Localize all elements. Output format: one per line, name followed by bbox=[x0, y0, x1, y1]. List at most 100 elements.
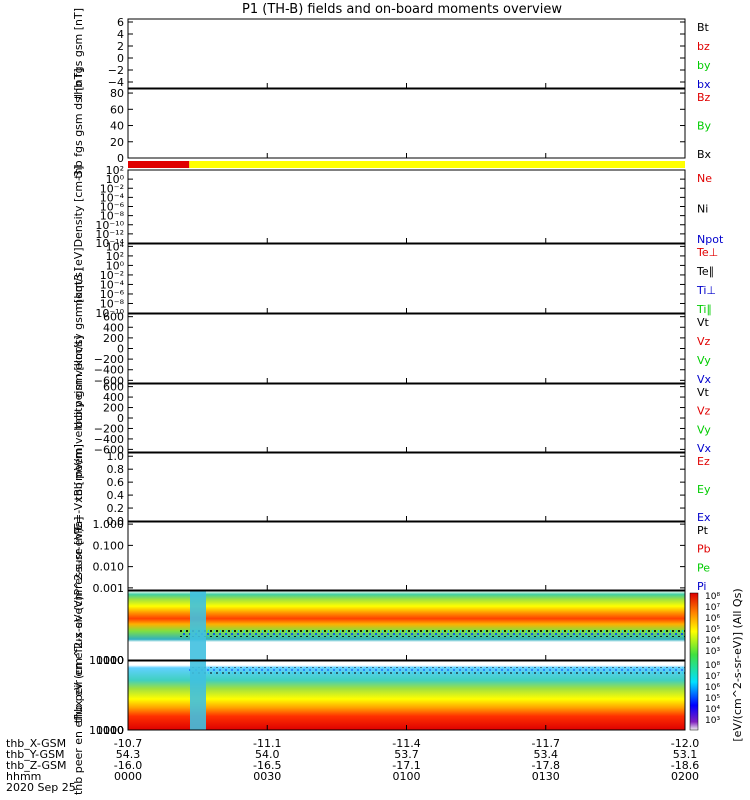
y-tick-label: 0.100 bbox=[93, 539, 125, 552]
y-tick-label: −200 bbox=[94, 422, 124, 435]
time-axis-value: 53.1 bbox=[673, 748, 698, 761]
legend-label: Npot bbox=[697, 233, 724, 246]
legend-label: Ex bbox=[697, 511, 711, 524]
y-tick-label: 10000 bbox=[89, 654, 124, 667]
time-axis-value: 54.3 bbox=[116, 748, 141, 761]
colorbar-gradient bbox=[689, 592, 699, 731]
y-tick-label: 60 bbox=[110, 103, 124, 116]
y-axis-label: E=-VxB [mV/m] bbox=[72, 444, 85, 530]
colorbar-tick: 10⁷ bbox=[705, 603, 720, 613]
y-tick-label: 10² bbox=[106, 250, 124, 263]
time-axis-value: 54.0 bbox=[255, 748, 280, 761]
y-tick-label: −600 bbox=[94, 374, 124, 387]
y-tick-label: 1.000 bbox=[93, 518, 125, 531]
legend-label: Vx bbox=[697, 442, 712, 455]
y-tick-label: 2 bbox=[117, 40, 124, 53]
y-tick-label: −400 bbox=[94, 433, 124, 446]
legend-label: Bx bbox=[697, 148, 712, 161]
legend-label: By bbox=[697, 120, 712, 133]
time-axis-value: 53.7 bbox=[394, 748, 419, 761]
legend-label: Bt bbox=[697, 21, 710, 34]
time-axis-value: -18.6 bbox=[671, 759, 699, 772]
legend-label: Pb bbox=[697, 543, 711, 556]
colorbar-title: [eV/(cm^2-s-sr-eV)] (All Qs) bbox=[731, 588, 744, 741]
colorbar-tick: 10⁵ bbox=[705, 694, 720, 704]
time-axis-row-label: thb_Z-GSM bbox=[6, 759, 66, 772]
y-tick-label: 100 bbox=[103, 654, 124, 667]
y-tick-label: 0 bbox=[117, 52, 124, 65]
legend-label: Ti⊥ bbox=[696, 284, 716, 297]
legend-label: Vt bbox=[697, 316, 710, 329]
y-tick-label: 6 bbox=[117, 16, 124, 29]
panel-frame bbox=[127, 521, 686, 591]
panel-frame bbox=[127, 383, 686, 453]
y-tick-label: 10⁻⁸ bbox=[100, 210, 125, 223]
legend-label: Bz bbox=[697, 91, 711, 104]
panel-8: 1.00.80.60.40.20.0 E=-VxB [mV/m] Ez Ey Ex bbox=[72, 444, 711, 530]
y-tick-label: 40 bbox=[110, 120, 124, 133]
legend-label: bz bbox=[697, 40, 710, 53]
legend-label: Ti∥ bbox=[696, 303, 712, 316]
y-tick-label: 10⁴ bbox=[106, 240, 125, 253]
legend-label: Ey bbox=[697, 483, 711, 496]
y-tick-label: 0.0 bbox=[107, 515, 125, 528]
panel-frame bbox=[127, 18, 686, 89]
time-axis-row-label: thb_Y-GSM bbox=[6, 748, 65, 761]
legend-label: Vt bbox=[697, 386, 710, 399]
y-tick-label: 0.8 bbox=[107, 463, 125, 476]
legend-label: Ni bbox=[697, 203, 708, 216]
y-tick-label: 10⁻¹² bbox=[95, 228, 124, 241]
time-axis-row-label: 2020 Sep 25 bbox=[6, 781, 76, 794]
y-tick-label: 0.001 bbox=[93, 582, 125, 595]
y-tick-label: 0 bbox=[117, 152, 124, 165]
y-axis-label: thb peir en eflux eV (cm^2-s-sr-eV) bbox=[72, 528, 85, 723]
time-axis-value: -11.7 bbox=[532, 737, 560, 750]
panel-frame bbox=[127, 313, 686, 384]
time-axis-value: -12.0 bbox=[671, 737, 699, 750]
y-tick-label: 1000 bbox=[96, 724, 124, 737]
time-axis-value: -16.0 bbox=[114, 759, 142, 772]
y-tick-label: 10⁻² bbox=[100, 269, 124, 282]
panel-9: 1.000 0.100 0.010 0.001 Pressure [nPa] Pt Pb Pe… bbox=[72, 517, 711, 596]
legend-label: Te⊥ bbox=[696, 246, 718, 259]
y-tick-label: 0 bbox=[117, 412, 124, 425]
time-axis-value: 0000 bbox=[114, 770, 142, 783]
time-axis-value: 0030 bbox=[253, 770, 281, 783]
y-tick-label: 400 bbox=[103, 391, 124, 404]
y-tick-label: 100 bbox=[103, 724, 124, 737]
y-tick-label: 600 bbox=[103, 381, 124, 394]
y-axis-label: thb fgs gsm [nT] bbox=[72, 8, 85, 99]
y-tick-label: 4 bbox=[117, 28, 124, 41]
y-axis-label: moqt3 [eV] bbox=[72, 247, 85, 309]
panel-frame bbox=[127, 169, 686, 244]
y-axis-label: thb peer en eflux eV (cm^2-s-sr-eV) bbox=[72, 596, 85, 795]
y-tick-label: 20 bbox=[110, 136, 124, 149]
y-tick-label: 0.2 bbox=[107, 502, 125, 515]
y-axis-label: Density [cm-3] bbox=[72, 166, 85, 248]
y-tick-label: 10⁻⁴ bbox=[100, 278, 125, 291]
y-tick-label: 10000 bbox=[89, 724, 124, 737]
y-tick-label: −600 bbox=[94, 443, 124, 456]
legend-label: Vy bbox=[697, 423, 711, 436]
time-axis-value: -10.7 bbox=[114, 737, 142, 750]
y-tick-label: 10⁻¹⁰ bbox=[95, 307, 124, 320]
y-tick-label: 10⁻⁸ bbox=[100, 297, 125, 310]
time-axis-value: -17.8 bbox=[532, 759, 560, 772]
legend-label: Pt bbox=[697, 524, 709, 537]
legend-label: by bbox=[697, 59, 711, 72]
y-tick-label: 1.0 bbox=[107, 450, 125, 463]
colorbar-tick: 10⁴ bbox=[705, 636, 720, 646]
y-tick-label: 10⁻¹⁴ bbox=[95, 237, 124, 250]
y-tick-label: 200 bbox=[103, 402, 124, 415]
spectrogram-body bbox=[128, 591, 685, 660]
y-tick-label: −4 bbox=[108, 76, 124, 89]
colorbar-tick: 10⁴ bbox=[705, 705, 720, 715]
